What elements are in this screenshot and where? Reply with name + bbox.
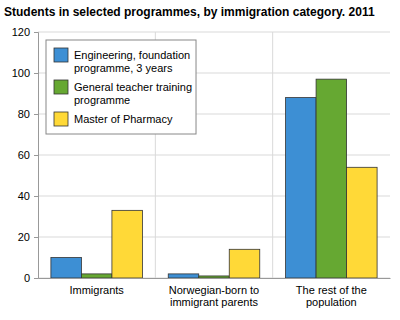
y-tick-mark xyxy=(34,155,38,156)
y-tick: 80 xyxy=(18,108,38,120)
legend-item: Engineering, foundationprogramme, 3 year… xyxy=(54,48,190,74)
y-tick-label: 40 xyxy=(18,190,30,202)
bar xyxy=(112,210,143,278)
legend-item: General teacher trainingprogramme xyxy=(54,80,192,106)
legend-label: General teacher trainingprogramme xyxy=(74,81,192,106)
y-tick: 120 xyxy=(12,26,38,38)
x-tick-label: Norwegian-born toimmigrant parents xyxy=(169,284,260,308)
y-axis-line xyxy=(34,33,39,279)
x-tick-label: The rest of thepopulation xyxy=(296,284,367,308)
y-tick: 0 xyxy=(24,272,38,284)
x-axis-line xyxy=(39,278,391,279)
y-tick-mark xyxy=(34,73,38,74)
category-separator xyxy=(272,32,273,278)
legend-label: Engineering, foundationprogramme, 3 year… xyxy=(74,49,190,74)
y-tick-label: 60 xyxy=(18,149,30,161)
bar xyxy=(81,274,112,278)
legend-box xyxy=(46,40,196,134)
legend-item: Master of Pharmacy xyxy=(54,112,173,126)
x-tick: Norwegian-born toimmigrant parents xyxy=(169,278,260,308)
y-axis: 0 20 40 60 80 100 120 xyxy=(12,26,39,284)
x-tick: Immigrants xyxy=(69,278,124,296)
x-tick: The rest of thepopulation xyxy=(296,278,367,308)
legend: Engineering, foundationprogramme, 3 year… xyxy=(46,40,196,134)
plot: 0 20 40 60 80 100 120 Immigrants Norwegian-born … xyxy=(12,26,391,308)
y-tick-label: 0 xyxy=(24,272,30,284)
bar xyxy=(347,167,378,278)
y-tick-label: 120 xyxy=(12,26,30,38)
legend-swatch xyxy=(54,80,68,94)
bar xyxy=(199,276,230,278)
grid xyxy=(38,32,390,278)
title: Students in selected programmes, by immi… xyxy=(4,5,375,19)
y-tick-mark xyxy=(34,278,38,279)
y-tick: 60 xyxy=(18,149,38,161)
x-axis: Immigrants Norwegian-born toimmigrant par… xyxy=(39,278,391,308)
bar xyxy=(168,274,199,278)
y-tick: 40 xyxy=(18,190,38,202)
bar xyxy=(286,98,317,278)
bar xyxy=(229,249,260,278)
y-tick-mark xyxy=(34,114,38,115)
grid-line xyxy=(38,32,390,33)
legend-swatch xyxy=(54,112,68,126)
chart: Students in selected programmes, by immi… xyxy=(0,0,400,320)
y-tick-mark xyxy=(34,32,38,33)
legend-swatch xyxy=(54,48,68,62)
y-tick: 100 xyxy=(12,67,38,79)
y-tick-mark xyxy=(34,196,38,197)
legend-label: Master of Pharmacy xyxy=(74,113,173,125)
y-tick-label: 80 xyxy=(18,108,30,120)
bar xyxy=(51,258,82,279)
bar xyxy=(316,79,347,278)
y-tick-label: 20 xyxy=(18,231,30,243)
y-tick: 20 xyxy=(18,231,38,243)
y-tick-label: 100 xyxy=(12,67,30,79)
y-tick-mark xyxy=(34,237,38,238)
x-tick-label: Immigrants xyxy=(69,284,124,296)
